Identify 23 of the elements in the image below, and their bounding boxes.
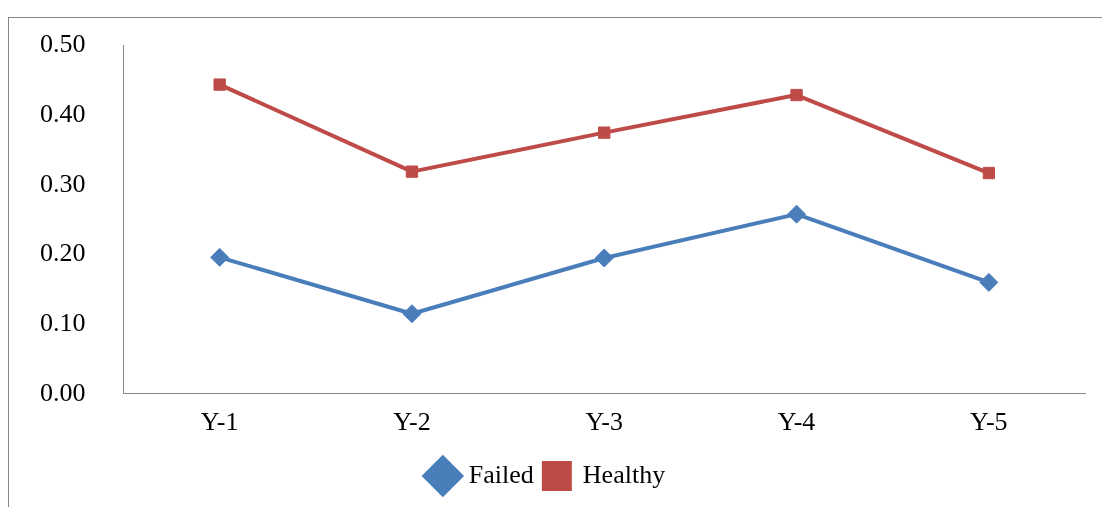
point [982, 166, 996, 180]
point [790, 88, 803, 102]
point [598, 126, 611, 139]
y-tick-label: 0.00 [40, 377, 86, 407]
point [405, 165, 419, 178]
point [402, 304, 422, 324]
y-tick-label: 0.10 [40, 307, 86, 337]
x-tick-label: Y-5 [970, 407, 1008, 437]
point [213, 78, 226, 91]
x-tick-label: Y-2 [393, 407, 431, 437]
y-tick-label: 0.30 [40, 168, 86, 198]
y-tick-label: 0.40 [40, 99, 86, 129]
x-tick-label: Y-1 [200, 407, 239, 437]
x-tick-label: Y-4 [777, 407, 816, 437]
point [210, 247, 230, 267]
legend-label: Failed [468, 459, 534, 489]
point [594, 248, 614, 268]
x-tick-label: Y-3 [585, 407, 624, 437]
point [787, 204, 807, 224]
y-tick-label: 0.20 [40, 238, 86, 268]
y-tick-label: 0.50 [40, 29, 86, 59]
legend-label: Healthy [582, 459, 666, 489]
point [979, 272, 999, 292]
